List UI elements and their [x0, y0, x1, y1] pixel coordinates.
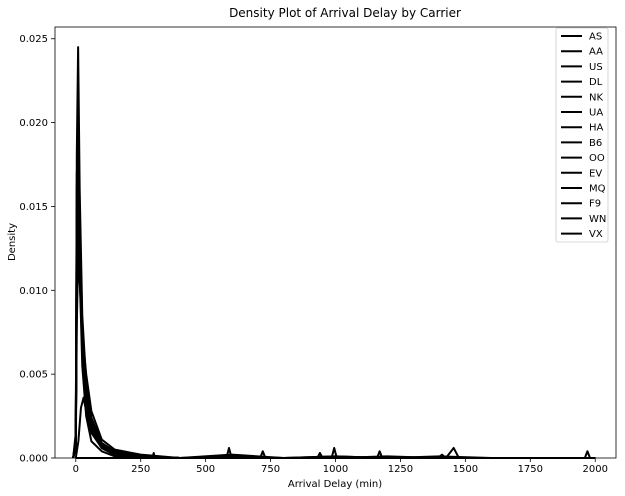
- y-tick-label: 0.020: [19, 118, 48, 129]
- series-line-ha: [72, 155, 596, 459]
- series-line-unlabeled-14: [74, 396, 596, 459]
- series-line-nk: [72, 205, 596, 459]
- x-tick-label: 2000: [582, 464, 607, 475]
- y-axis-title: Density: [7, 223, 18, 261]
- legend-label: MQ: [589, 184, 606, 195]
- x-tick-label: 1250: [388, 464, 413, 475]
- y-tick-label: 0.000: [19, 454, 48, 465]
- y-axis: 0.000 0.005 0.010 0.015 0.020 0.025: [19, 34, 55, 465]
- legend-label: WN: [589, 214, 606, 225]
- legend-label: AA: [589, 47, 603, 58]
- legend-item-nk[interactable]: NK: [561, 92, 603, 103]
- series-line-us: [72, 171, 596, 459]
- legend-item-vx[interactable]: VX: [561, 229, 603, 240]
- x-tick-label: 0: [73, 464, 79, 475]
- series-line-wn: [72, 163, 596, 459]
- legend-item-wn[interactable]: WN: [561, 214, 606, 225]
- legend-label: US: [589, 62, 603, 73]
- series-line-mq: [72, 205, 596, 459]
- x-axis-title: Arrival Delay (min): [288, 479, 382, 490]
- chart-title: Density Plot of Arrival Delay by Carrier: [229, 6, 461, 20]
- series-line-unlabeled-15: [75, 446, 596, 459]
- legend-item-oo[interactable]: OO: [561, 153, 605, 164]
- legend-item-f9[interactable]: F9: [561, 199, 601, 210]
- legend-label: B6: [589, 138, 602, 149]
- x-axis: 0 250 500 750 1000 1250 1500 1750 2000: [73, 458, 608, 475]
- y-tick-label: 0.005: [19, 370, 48, 381]
- series-line-oo: [72, 197, 596, 459]
- legend-label: EV: [589, 168, 602, 179]
- x-tick-label: 1500: [453, 464, 478, 475]
- legend-item-ev[interactable]: EV: [561, 168, 602, 179]
- legend-item-us[interactable]: US: [561, 62, 603, 73]
- legend-box: [555, 27, 609, 243]
- y-tick-label: 0.015: [19, 202, 48, 213]
- legend-label: VX: [589, 229, 603, 240]
- legend-item-as[interactable]: AS: [561, 32, 602, 43]
- legend-item-b6[interactable]: B6: [561, 138, 602, 149]
- legend-label: F9: [589, 199, 601, 210]
- legend-item-aa[interactable]: AA: [561, 47, 603, 58]
- legend-label: UA: [589, 108, 603, 119]
- legend-label: AS: [589, 32, 602, 43]
- series-line-ua: [72, 180, 596, 459]
- legend-label: OO: [589, 153, 605, 164]
- series-line-f9: [72, 255, 596, 459]
- legend-item-dl[interactable]: DL: [561, 77, 603, 88]
- legend-label: DL: [589, 77, 603, 88]
- legend-label: HA: [589, 123, 604, 134]
- plot-lines: [72, 46, 596, 459]
- x-tick-label: 500: [196, 464, 215, 475]
- y-tick-label: 0.010: [19, 286, 48, 297]
- y-tick-label: 0.025: [19, 34, 48, 45]
- legend-item-ua[interactable]: UA: [561, 108, 603, 119]
- series-line-ev: [72, 213, 596, 459]
- legend-label: NK: [589, 92, 603, 103]
- series-line-as: [72, 46, 596, 459]
- x-tick-label: 1750: [518, 464, 543, 475]
- legend-item-mq[interactable]: MQ: [561, 184, 606, 195]
- legend-item-ha[interactable]: HA: [561, 123, 604, 134]
- series-line-aa: [72, 135, 596, 459]
- series-line-dl: [72, 146, 596, 459]
- series-line-vx: [72, 188, 596, 459]
- x-tick-label: 250: [131, 464, 150, 475]
- x-tick-label: 1000: [323, 464, 348, 475]
- series-line-b6: [72, 222, 596, 459]
- x-tick-label: 750: [261, 464, 280, 475]
- plot-frame: [54, 26, 617, 459]
- legend[interactable]: AS AA US DL NK UA HA B6 OO EV MQ F9 WN VX: [555, 27, 609, 243]
